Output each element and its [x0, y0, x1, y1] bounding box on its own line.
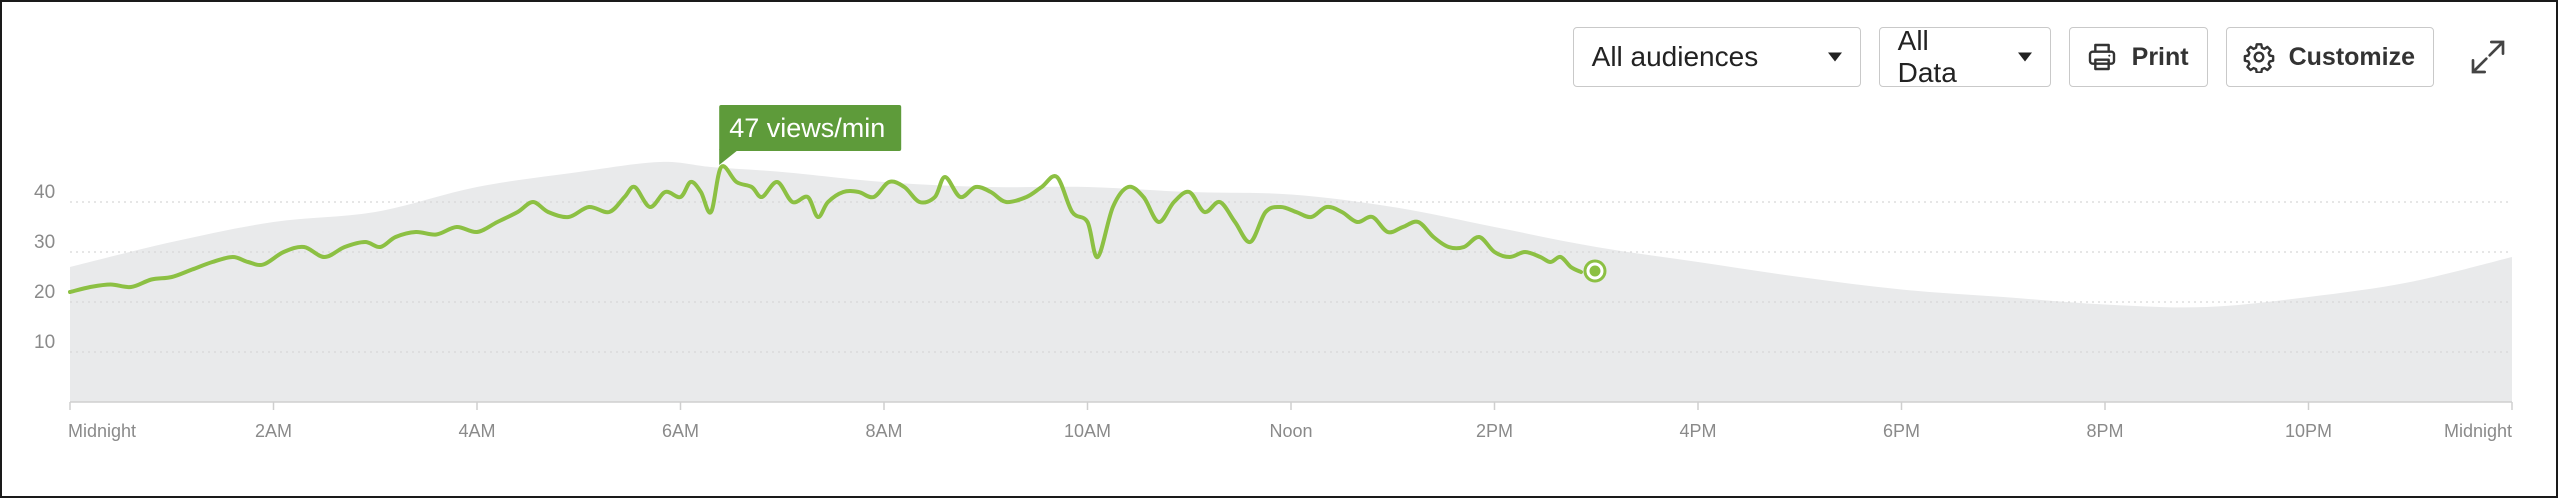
x-tick-label: Midnight: [68, 421, 136, 441]
expand-button[interactable]: [2462, 31, 2514, 83]
tooltip-label: 47 views/min: [729, 113, 885, 143]
current-point-dot: [1589, 265, 1601, 277]
x-tick-label: 4PM: [1679, 421, 1716, 441]
audience-select[interactable]: All audiences: [1572, 27, 1861, 87]
audience-select-value: All audiences: [1591, 41, 1759, 72]
today-traffic-line: [68, 164, 1583, 294]
y-tick-label: 20: [34, 282, 55, 303]
x-tick-label: 2AM: [255, 421, 292, 441]
chevron-down-icon: [1827, 52, 1842, 62]
print-button-label: Print: [2131, 42, 2189, 71]
y-tick-label: 40: [34, 182, 55, 203]
x-tick-label: 8PM: [2086, 421, 2123, 441]
x-tick-label: 6PM: [1883, 421, 1920, 441]
x-tick-label: 6AM: [662, 421, 699, 441]
typical-traffic-area: [70, 161, 2512, 402]
tooltip-pointer: [719, 149, 740, 165]
y-tick-label: 30: [34, 232, 55, 253]
x-tick-label: 10PM: [2285, 421, 2332, 441]
toolbar: All audiences All Data Print Customize: [1572, 25, 2514, 88]
printer-icon: [2088, 43, 2115, 71]
x-tick-label: 8AM: [865, 421, 902, 441]
customize-button-label: Customize: [2288, 42, 2415, 71]
x-tick-label: Midnight: [2444, 421, 2512, 441]
print-button[interactable]: Print: [2068, 27, 2208, 87]
x-tick-label: Noon: [1269, 421, 1312, 441]
data-select[interactable]: All Data: [1878, 25, 2051, 88]
tooltip-box: [719, 105, 902, 151]
x-tick-label: 2PM: [1476, 421, 1513, 441]
chevron-down-icon: [2017, 52, 2032, 62]
data-select-value: All Data: [1897, 25, 1957, 88]
x-tick-label: 4AM: [458, 421, 495, 441]
customize-button[interactable]: Customize: [2225, 27, 2434, 87]
y-tick-label: 10: [34, 332, 55, 353]
x-tick-label: 10AM: [1064, 421, 1111, 441]
expand-icon: [2471, 40, 2505, 74]
gear-icon: [2243, 43, 2274, 73]
